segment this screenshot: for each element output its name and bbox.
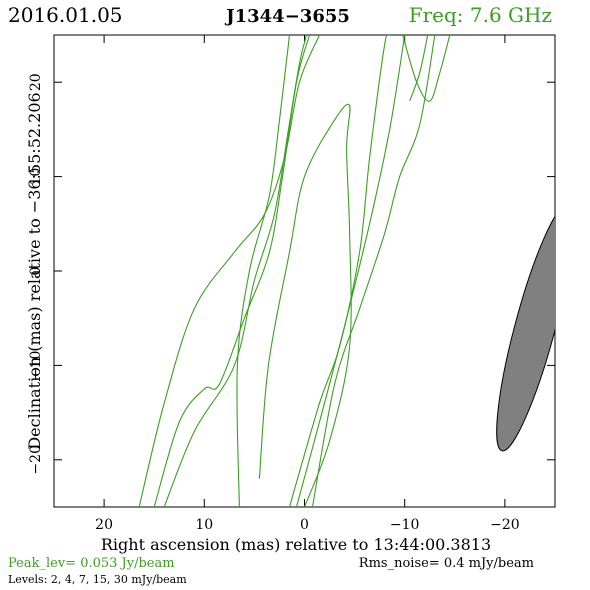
y-tick-label: 0 [28,267,44,276]
plot-frame [53,34,556,508]
x-tick-label: 0 [300,517,309,533]
contour-line [258,103,352,507]
x-axis-label: Right ascension (mas) relative to 13:44:… [101,535,491,554]
rms-noise: Rms_noise= 0.4 mJy/beam [359,556,534,571]
y-tick-label: −10 [28,351,44,381]
date-label: 2016.01.05 [8,3,123,27]
contour-lines [138,35,451,507]
contour-line [402,35,451,102]
x-tick-label: −10 [390,517,420,533]
x-tick-labels: 20 10 0 −10 −20 [95,517,519,533]
beam-ellipse [496,203,555,452]
y-tick-label: −20 [28,445,44,475]
peak-level: Peak_lev= 0.053 Jy/beam [8,556,175,571]
x-tick-label: 10 [195,517,213,533]
contour-line [409,35,429,102]
contour-line [288,35,391,507]
source-name: J1344−3655 [224,6,350,27]
y-tick-labels: 20 10 0 −10 −20 [28,73,44,474]
y-axis-label: Declination (mas) relative to −36:55:52.… [25,92,44,449]
axis-ticks [54,35,555,507]
contour-line [295,35,406,507]
contour-line [311,35,436,507]
frequency-label: Freq: 7.6 GHz [409,3,552,27]
beam-ellipse-group [496,203,555,452]
x-tick-label: 20 [95,517,113,533]
y-tick-label: 20 [28,73,44,91]
contour-line [236,35,291,507]
y-tick-label: 10 [28,168,44,186]
contour-levels: Levels: 2, 4, 7, 15, 30 mJy/beam [8,573,187,586]
x-tick-label: −20 [490,517,520,533]
contour-line [138,35,321,507]
contour-line [163,35,308,507]
